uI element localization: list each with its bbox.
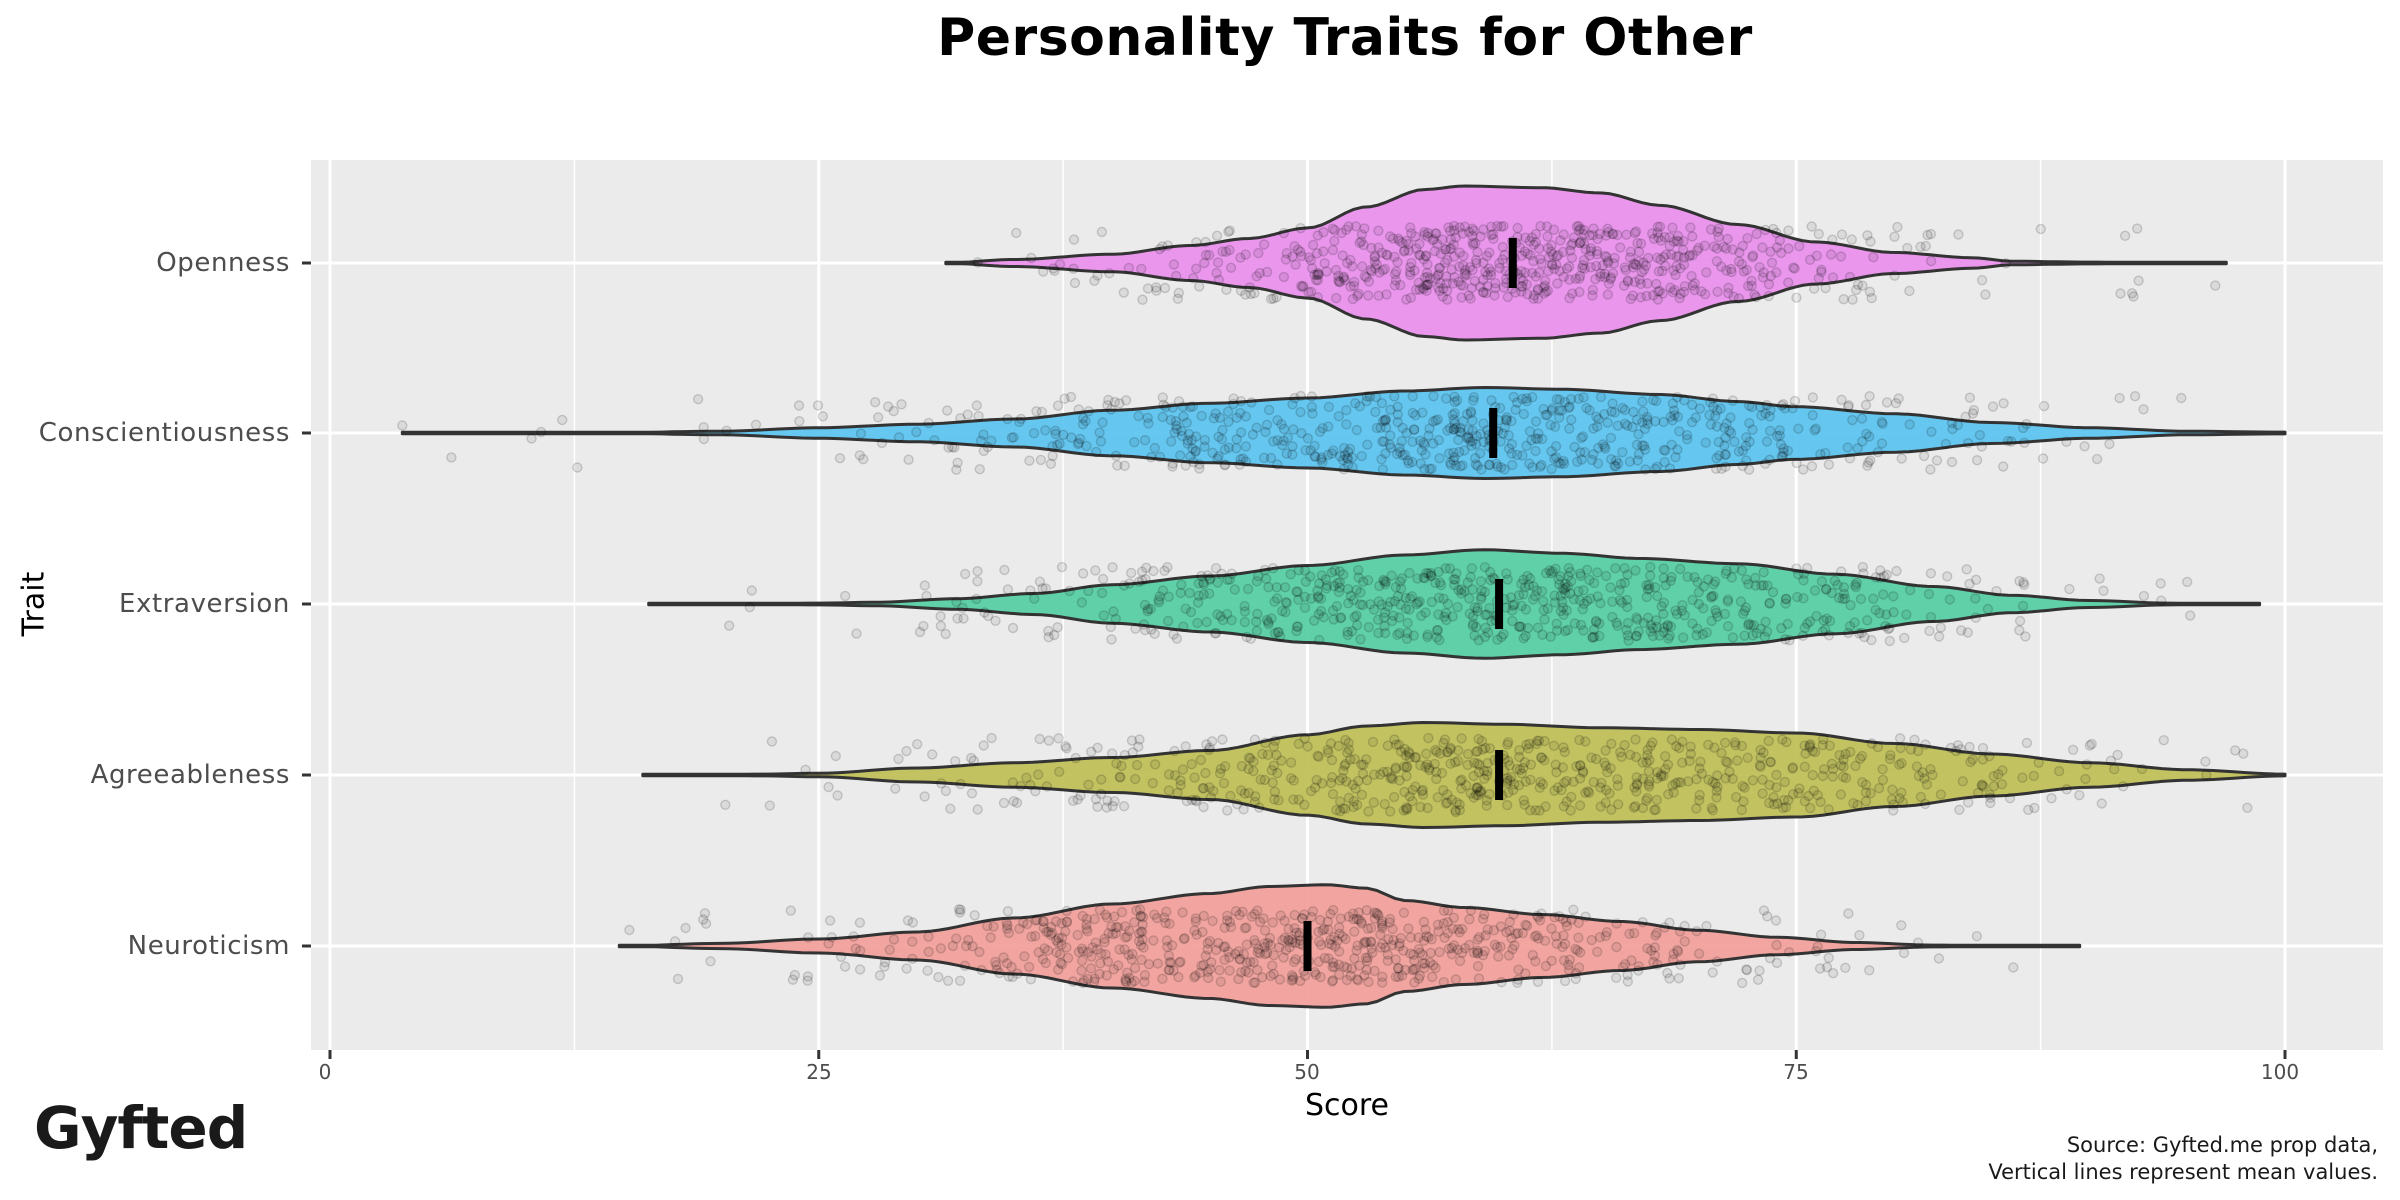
y-tick-conscientiousness: Conscientiousness	[38, 418, 290, 448]
y-axis-title: Trait	[16, 571, 52, 637]
mean-lines	[1303, 238, 1517, 971]
violin-conscientiousness	[400, 386, 2287, 480]
caption-source: Source: Gyfted.me prop data,	[2066, 1133, 2378, 1157]
violin-openness	[944, 184, 2228, 342]
violin-extraversion	[647, 548, 2262, 660]
caption: Source: Gyfted.me prop data, Vertical li…	[1988, 1132, 2378, 1186]
chart-title: Personality Traits for Other	[937, 8, 1753, 68]
y-tick-neuroticism: Neuroticism	[127, 931, 290, 961]
y-tick-agreeableness: Agreeableness	[90, 760, 290, 790]
x-axis-title: Score	[1304, 1088, 1390, 1123]
x-tick-25: 25	[806, 1060, 832, 1084]
y-tick-openness: Openness	[156, 248, 290, 278]
violins	[400, 184, 2287, 1009]
caption-note: Vertical lines represent mean values.	[1988, 1160, 2378, 1184]
violin-neuroticism	[617, 883, 2082, 1009]
gyfted-logo: Gyfted	[34, 1094, 248, 1162]
x-tick-50: 50	[1294, 1060, 1320, 1084]
violin-agreeableness	[641, 721, 2287, 829]
mean-line-agreeableness	[1495, 750, 1504, 800]
x-tick-75: 75	[1783, 1060, 1809, 1084]
mean-line-neuroticism	[1303, 921, 1312, 971]
x-tick-100: 100	[2260, 1060, 2300, 1084]
mean-line-conscientiousness	[1489, 408, 1498, 458]
mean-line-extraversion	[1495, 579, 1504, 629]
jitter-points	[397, 220, 2253, 989]
mean-line-openness	[1508, 238, 1517, 288]
x-tick-0: 0	[318, 1060, 332, 1084]
y-tick-extraversion: Extraversion	[118, 589, 290, 619]
axis-ticks	[302, 261, 2287, 1059]
